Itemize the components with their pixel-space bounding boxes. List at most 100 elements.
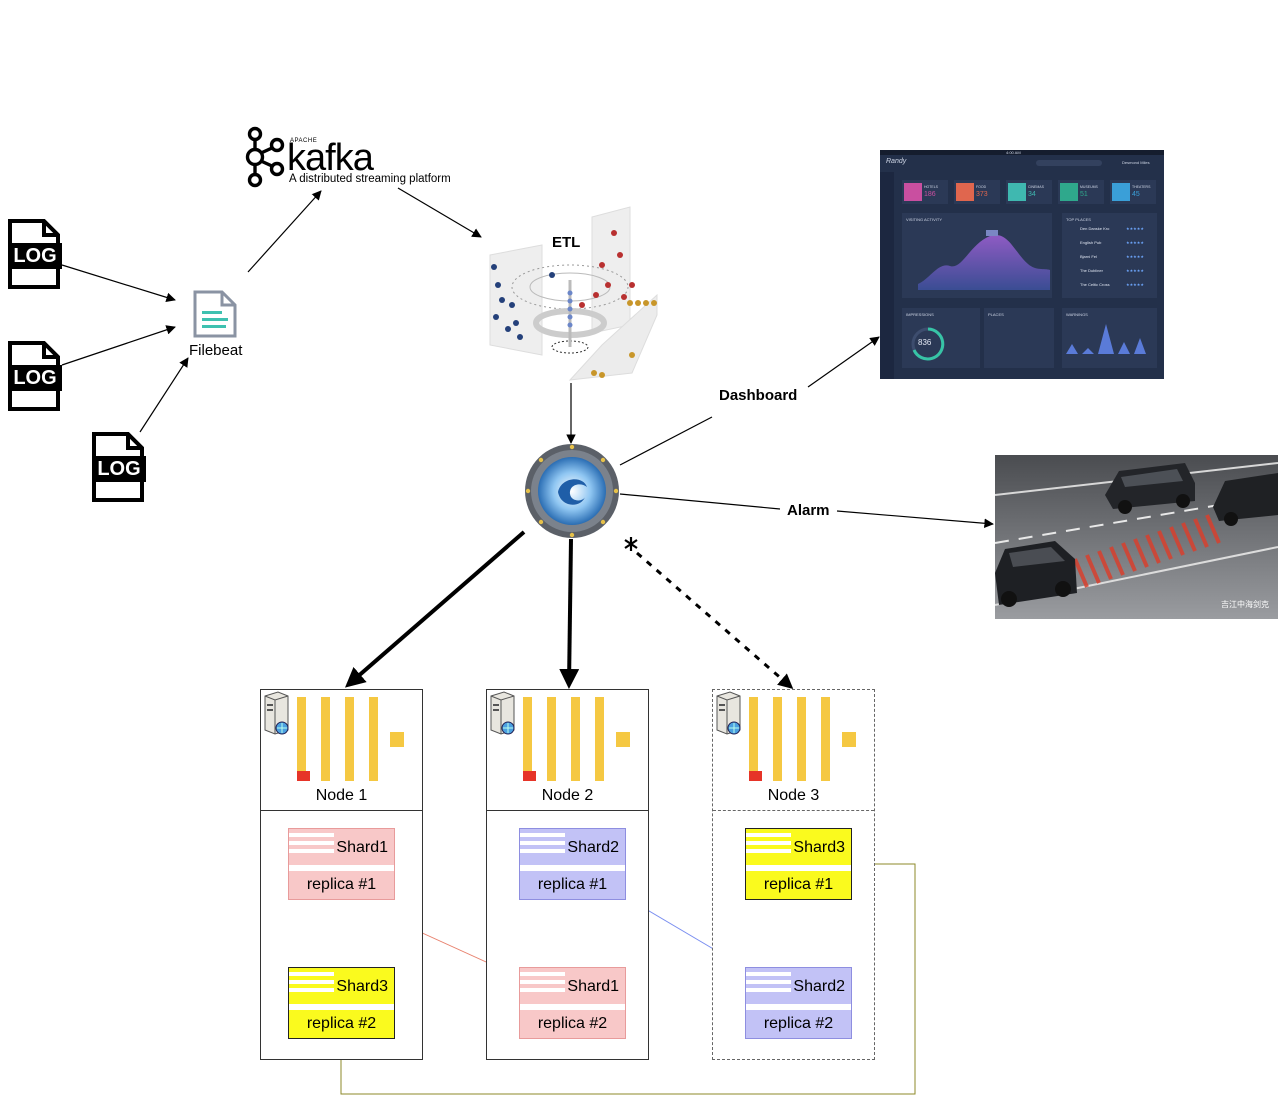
filebeat-label: Filebeat [189,342,243,359]
replica-label: replica #1 [306,876,377,893]
arrow-log1-filebeat [61,264,176,303]
shard-stripes [289,968,334,1004]
dashboard-top-place: The Celtic Cross [1080,282,1110,287]
alarm-label: Alarm [787,502,830,519]
dashboard-top-place: Den Danske Kro [1080,226,1110,231]
replica-label: replica #2 [537,1015,608,1032]
resource-alert-mark [297,771,310,781]
dashboard-brand: Randy [886,158,907,165]
dashboard-panel-top-places: TOP PLACES [1066,217,1091,222]
dashboard-rating-stars: ★★★★★ [1126,282,1144,287]
shard-stripes [520,829,565,865]
dashboard-stat-tile: HOTELS 186 [902,180,948,204]
asterisk-mark [624,537,638,551]
arrow-hub-node1 [344,530,526,688]
shard-name: Shard3 [336,978,388,995]
dashboard-panel-warnings: WARNINGS [1066,312,1088,317]
shard-shard2-replica-1: Shard2 replica #1 [519,828,626,900]
dashboard-stat-value: 186 [924,191,936,198]
dashboard-stat-value: 51 [1080,191,1088,198]
replica-label: replica #2 [763,1015,834,1032]
filebeat-icon [192,289,238,339]
arrow-alarm-label-image [836,510,994,529]
resource-alert-mark [749,771,762,781]
kafka-tagline: A distributed streaming platform [289,173,451,185]
log-label: LOG [13,245,57,267]
arrow-log3-filebeat [139,357,189,433]
node-title: Node 2 [541,787,594,804]
dashboard-stat-label: THEATERS [1132,185,1151,189]
log-file-icon: LOG [92,432,146,502]
replica-label: replica #1 [537,876,608,893]
resource-alert-mark [523,771,536,781]
etl-label: ETL [552,234,581,251]
dashboard-screenshot: 4:00 AM Randy Desmond Miles VISITING ACT… [880,150,1164,379]
shard-stripes [746,829,791,865]
server-icon [490,691,515,735]
shard-name: Shard1 [567,978,619,995]
shard-stripes [746,968,791,1004]
replica-link-shard3 [340,863,916,1095]
dashboard-stat-label: MUSEUMS [1080,185,1098,189]
shard-stripes [289,829,334,865]
shard-shard2-replica-2: Shard2 replica #2 [745,967,852,1039]
node-title: Node 3 [767,787,820,804]
dashboard-panel-places: PLACES [988,312,1004,317]
shard-shard1-replica-1: Shard1 replica #1 [288,828,395,900]
dashboard-stat-label: HOTELS [924,185,939,189]
alarm-collision-image: 吉江中海剑克 [995,455,1278,619]
shard-name: Shard2 [567,839,619,856]
node-title: Node 1 [315,787,368,804]
kafka-name: kafka [287,137,374,179]
dashboard-status-time: 4:00 AM [1006,150,1021,155]
dashboard-stat-tile: THEATERS 45 [1110,180,1156,204]
replica-label: replica #1 [763,876,834,893]
stream-processor-hub-icon [523,442,621,540]
dashboard-stat-tile: FOOD 373 [954,180,1000,204]
dashboard-stat-value: 34 [1028,191,1036,198]
arrow-log2-filebeat [61,325,176,366]
server-icon [716,691,741,735]
dashboard-label: Dashboard [719,387,798,404]
log-file-icon: LOG [8,341,62,411]
dashboard-user: Desmond Miles [1122,160,1150,165]
arrow-hub-dashboard [619,416,713,466]
dashboard-stat-label: CINEMAS [1028,185,1044,189]
replica-label: replica #2 [306,1015,377,1032]
kafka-icon [245,126,285,188]
resource-bars [749,697,859,783]
arrow-kafka-etl [397,187,482,238]
etl-illustration: ETL [482,205,672,383]
arrow-dashboard-label-screen [807,336,880,388]
log-label: LOG [13,367,57,389]
dashboard-panel-impressions: IMPRESSIONS [906,312,934,317]
dashboard-stat-label: FOOD [976,185,987,189]
dashboard-rating-stars: ★★★★★ [1126,254,1144,259]
dashboard-top-place: Bjarni Fel [1080,254,1097,259]
shard-name: Shard1 [336,839,388,856]
dashboard-top-place: The Dubliner [1080,268,1103,273]
log-label: LOG [97,458,141,480]
arrow-filebeat-kafka [247,190,322,273]
dashboard-stat-tile: CINEMAS 34 [1006,180,1052,204]
dashboard-panel-visiting: VISITING ACTIVITY [906,217,943,222]
arrow-hub-alarm [619,493,781,510]
resource-bars [523,697,633,783]
dashboard-stat-value: 45 [1132,191,1140,198]
resource-bars [297,697,407,783]
dashboard-impressions-value: 836 [918,338,932,347]
log-file-icon: LOG [8,219,62,289]
dashboard-stat-value: 373 [976,191,988,198]
shard-shard1-replica-2: Shard1 replica #2 [519,967,626,1039]
shard-name: Shard2 [793,978,845,995]
shard-name: Shard3 [793,839,845,856]
dashboard-stat-tile: MUSEUMS 51 [1058,180,1104,204]
server-icon [264,691,289,735]
arrow-hub-node3 [636,551,794,689]
dashboard-rating-stars: ★★★★★ [1126,226,1144,231]
kafka-logo: APACHE kafka A distributed streaming pla… [243,126,458,190]
shard-shard3-replica-1: Shard3 replica #1 [745,828,852,900]
kafka-apache-label: APACHE [290,138,318,144]
arrow-hub-node2 [559,538,580,689]
alarm-image-watermark: 吉江中海剑克 [1221,600,1269,609]
